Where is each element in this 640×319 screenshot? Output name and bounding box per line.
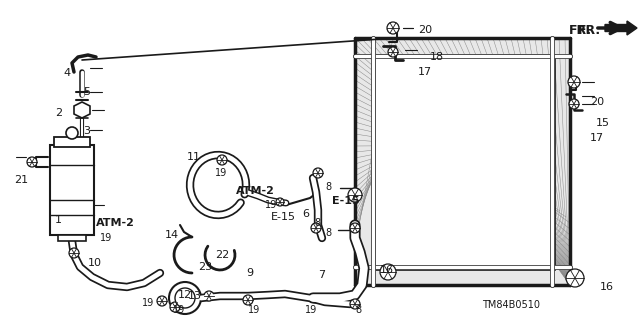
Circle shape: [157, 296, 167, 306]
Text: 20: 20: [418, 25, 432, 35]
Circle shape: [350, 223, 360, 233]
Circle shape: [27, 157, 37, 167]
Text: 19: 19: [248, 305, 260, 315]
Bar: [50, 145, 94, 235]
Circle shape: [380, 264, 396, 280]
Circle shape: [570, 273, 580, 283]
Text: E-15: E-15: [271, 212, 296, 222]
Text: 8: 8: [314, 218, 320, 228]
Text: 18: 18: [430, 52, 444, 62]
Text: 19: 19: [265, 200, 277, 210]
Text: 16: 16: [600, 282, 614, 292]
Text: 9: 9: [246, 268, 253, 278]
Circle shape: [243, 295, 253, 305]
Bar: [54, 137, 90, 147]
Text: 12: 12: [178, 290, 192, 300]
Text: FR.: FR.: [578, 24, 601, 36]
Text: 15: 15: [596, 118, 610, 128]
Text: FR.: FR.: [569, 24, 592, 36]
Text: 17: 17: [418, 67, 432, 77]
Circle shape: [169, 282, 201, 314]
Circle shape: [350, 299, 360, 309]
Polygon shape: [74, 102, 90, 118]
Text: 21: 21: [14, 175, 28, 185]
Text: 19: 19: [173, 305, 185, 315]
FancyArrow shape: [605, 21, 637, 35]
Text: 19: 19: [305, 305, 317, 315]
Circle shape: [568, 76, 580, 88]
Circle shape: [388, 47, 398, 57]
Text: 16: 16: [380, 265, 394, 275]
Text: 17: 17: [590, 133, 604, 143]
Circle shape: [387, 22, 399, 34]
Text: 7: 7: [318, 270, 325, 280]
Circle shape: [384, 268, 392, 276]
Bar: [375, 55, 555, 270]
Circle shape: [69, 248, 79, 258]
Text: 8: 8: [355, 305, 361, 315]
Text: TM84B0510: TM84B0510: [482, 300, 540, 310]
Text: 10: 10: [88, 258, 102, 268]
Text: 19: 19: [100, 233, 112, 243]
Circle shape: [313, 168, 323, 178]
Text: 8: 8: [325, 182, 331, 192]
Circle shape: [170, 302, 180, 312]
Text: ATM-2: ATM-2: [96, 218, 135, 228]
Circle shape: [311, 223, 321, 233]
Text: 19: 19: [142, 298, 154, 308]
Circle shape: [276, 198, 284, 206]
Text: 4: 4: [63, 68, 70, 78]
Text: 19: 19: [215, 168, 227, 178]
Text: 5: 5: [83, 87, 90, 97]
Text: 1: 1: [55, 215, 62, 225]
Circle shape: [175, 288, 195, 308]
Circle shape: [217, 155, 227, 165]
Text: 8: 8: [325, 228, 331, 238]
Text: 2: 2: [55, 108, 62, 118]
Circle shape: [204, 291, 214, 301]
Text: 22: 22: [215, 250, 229, 260]
Circle shape: [566, 269, 584, 287]
Circle shape: [569, 99, 579, 109]
Circle shape: [66, 127, 78, 139]
Text: 14: 14: [165, 230, 179, 240]
Text: 6: 6: [302, 209, 309, 219]
Circle shape: [348, 188, 362, 202]
Bar: [58, 235, 86, 241]
Text: 3: 3: [83, 126, 90, 136]
Text: 11: 11: [187, 152, 201, 162]
Text: 20: 20: [590, 97, 604, 107]
Text: 13: 13: [188, 291, 202, 301]
Bar: [355, 38, 570, 285]
Text: E-15: E-15: [332, 196, 360, 206]
Text: ATM-2: ATM-2: [236, 186, 275, 196]
Text: 23: 23: [198, 262, 212, 272]
